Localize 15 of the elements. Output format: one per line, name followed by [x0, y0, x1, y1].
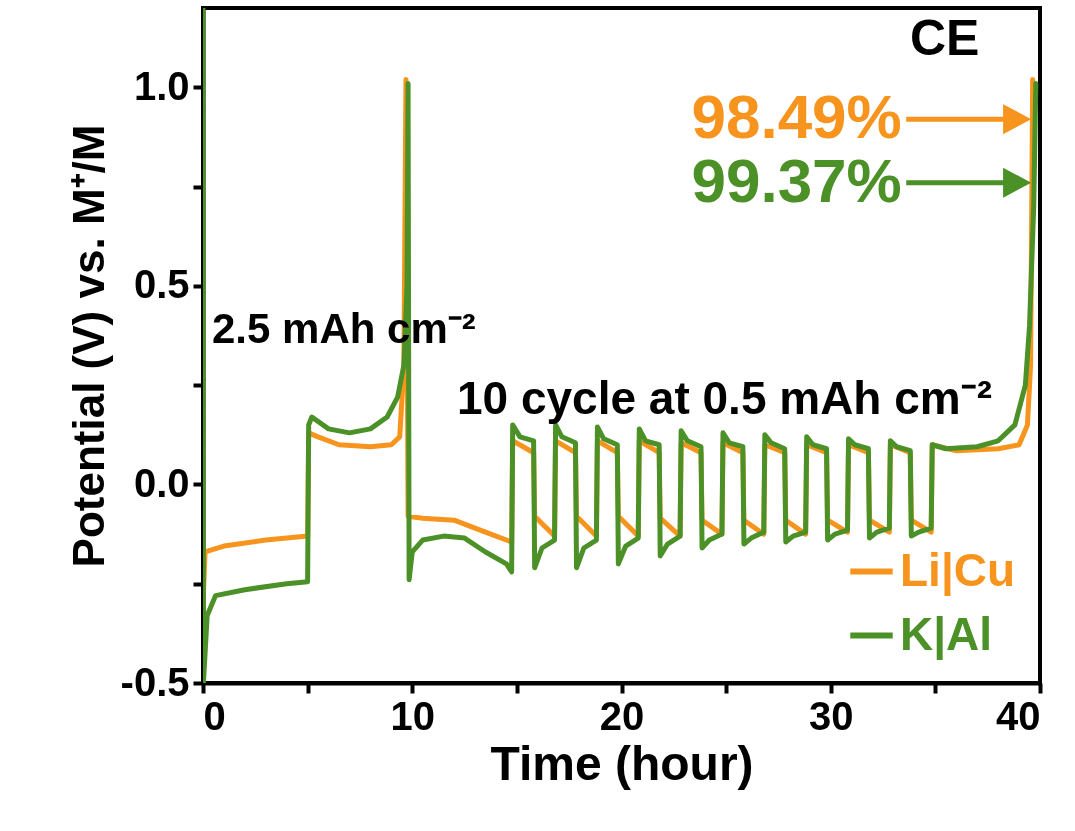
y-axis-title: Potential (V) vs. M⁺/M [63, 124, 113, 568]
annotation: 10 cycle at 0.5 mAh cm⁻² [457, 372, 993, 424]
x-tick-label: 40 [996, 693, 1041, 738]
y-tick-label: 0.0 [133, 460, 190, 505]
legend-label: K|Al [900, 607, 993, 660]
x-tick-label: 30 [809, 693, 854, 738]
x-tick-label: 0 [203, 693, 226, 738]
x-tick-label: 10 [390, 693, 435, 738]
y-tick-label: 0.5 [133, 262, 190, 307]
x-axis-title: Time (hour) [490, 736, 754, 790]
y-tick-label: 1.0 [133, 63, 190, 108]
x-tick-label: 20 [599, 693, 645, 738]
legend-label: Li|Cu [900, 543, 1016, 596]
annotation: CE [910, 10, 980, 66]
y-tick-label: -0.5 [120, 659, 190, 704]
